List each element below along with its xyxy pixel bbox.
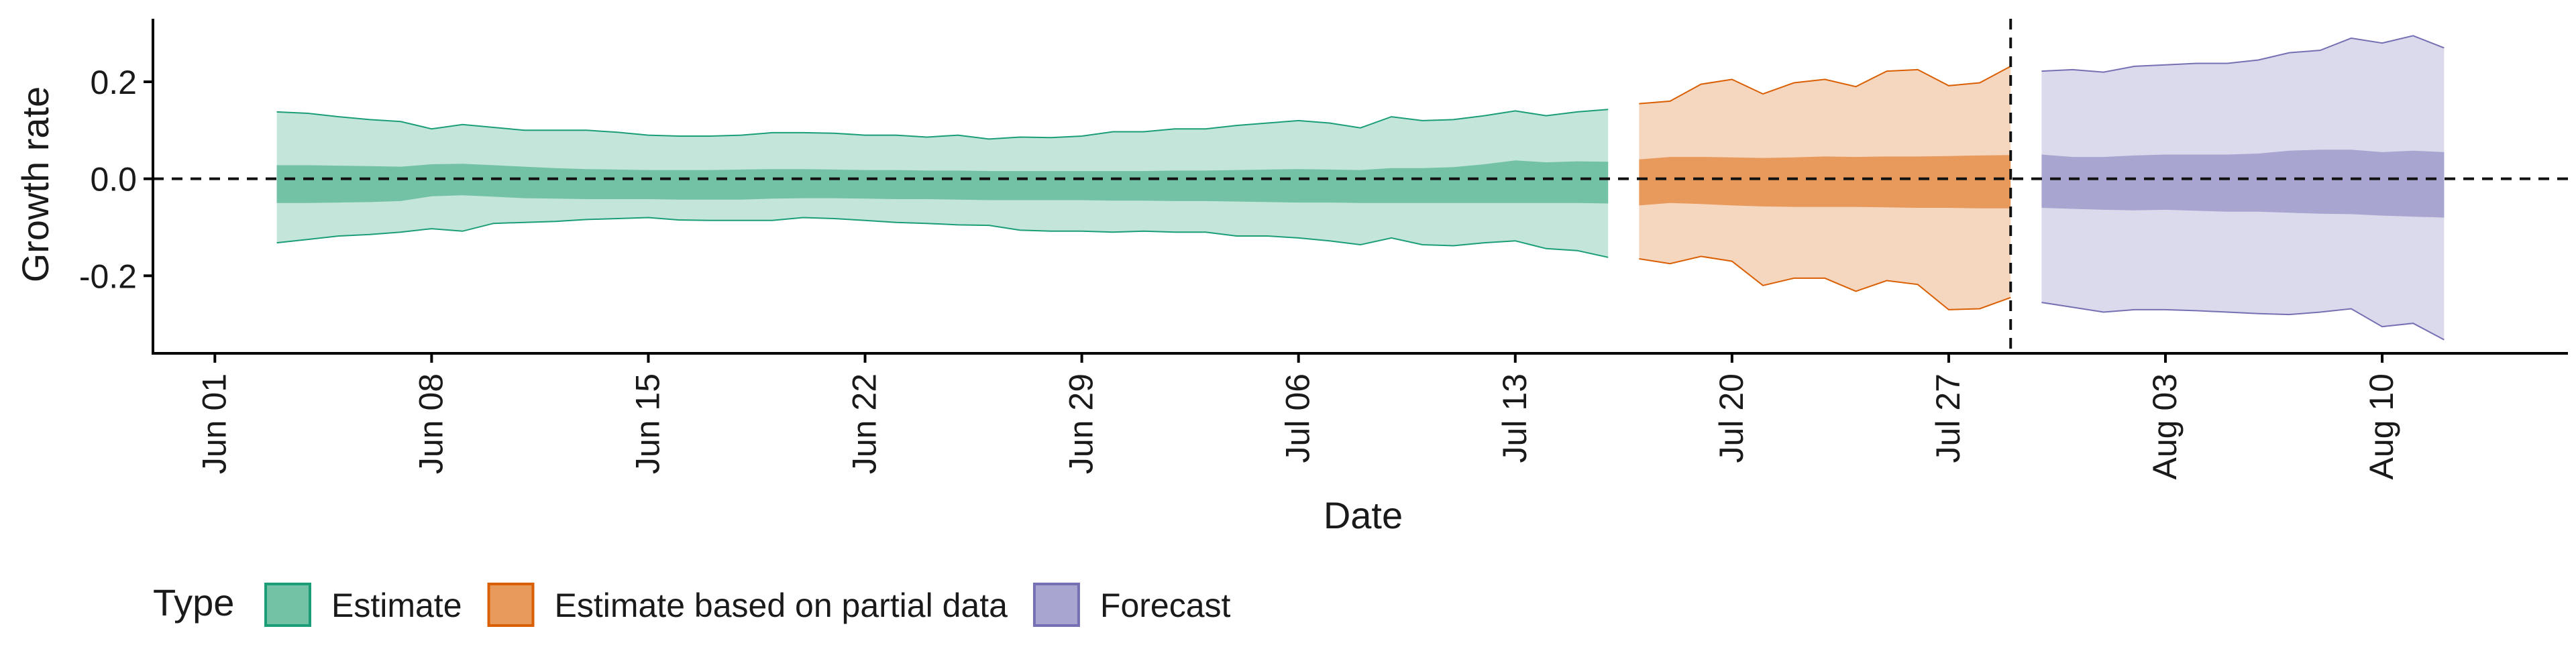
x-tick-label-3: Jun 22 (846, 373, 883, 474)
x-tick-label-9: Aug 03 (2146, 373, 2184, 479)
x-tick-label-2: Jun 15 (629, 373, 667, 474)
legend-label-series-2: Forecast (1100, 587, 1231, 624)
legend: Type Estimate Estimate based on partial d… (153, 581, 1231, 627)
x-tick-label-7: Jul 20 (1713, 373, 1750, 463)
legend-title: Type (153, 581, 234, 624)
x-tick-label-1: Jun 08 (412, 373, 449, 474)
x-tick-label-6: Jul 13 (1496, 373, 1534, 463)
x-tick-label-8: Jul 27 (1929, 373, 1967, 463)
legend-label-series-0: Estimate (331, 587, 462, 624)
band-upper-edge-series-0 (276, 109, 1609, 140)
x-axis-title: Date (1324, 494, 1403, 536)
legend-key-series-2 (1032, 583, 1080, 627)
axes-layer: 0.2 0.0 -0.2 Jun 01 Jun 08 Jun 15 Jun 22 Jun 29… (79, 19, 2568, 479)
band-inner-series-1 (1639, 155, 2011, 209)
band-upper-edge-series-2 (2041, 35, 2445, 73)
y-tick-label-0: 0.2 (90, 64, 137, 101)
reference-lines (153, 19, 2568, 353)
band-lower-edge-series-0 (276, 217, 1609, 258)
band-inner-series-2 (2041, 150, 2445, 218)
x-tick-label-5: Jul 06 (1279, 373, 1317, 463)
x-tick-label-10: Aug 10 (2363, 373, 2400, 479)
y-tick-label-1: 0.0 (90, 161, 137, 198)
band-lower-edge-series-1 (1639, 255, 2011, 310)
legend-label-series-1: Estimate based on partial data (555, 587, 1008, 624)
band-upper-edge-series-1 (1639, 66, 2011, 105)
legend-key-series-1 (487, 583, 535, 627)
x-tick-label-4: Jun 29 (1063, 373, 1100, 474)
band-inner-series-0 (276, 160, 1609, 204)
bands-layer (276, 35, 2445, 341)
y-tick-label-2: -0.2 (79, 257, 137, 295)
y-axis-title: Growth rate (14, 86, 56, 283)
legend-key-series-0 (264, 583, 311, 627)
x-tick-label-0: Jun 01 (195, 373, 233, 474)
band-lower-edge-series-2 (2041, 302, 2445, 341)
